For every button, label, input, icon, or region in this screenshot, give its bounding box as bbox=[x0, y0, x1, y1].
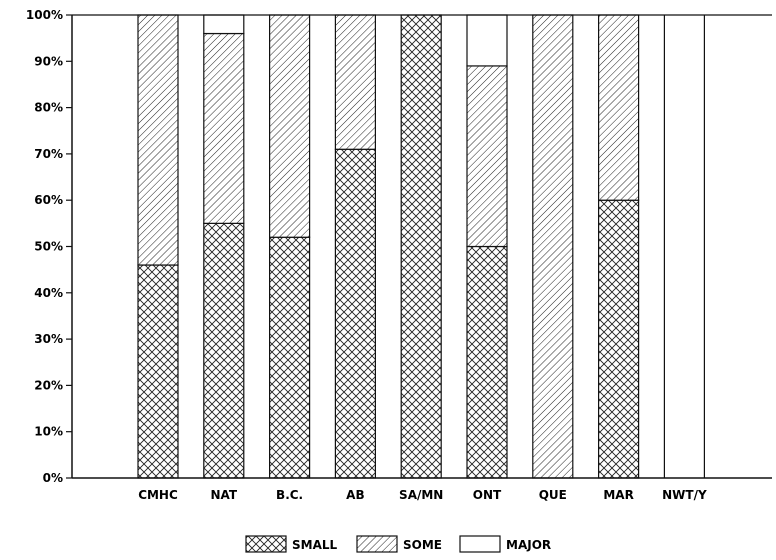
y-tick-label: 90% bbox=[34, 54, 63, 68]
bar-small-ab bbox=[334, 148, 376, 479]
y-tick-label: 100% bbox=[26, 8, 63, 22]
bars-layer bbox=[137, 14, 706, 479]
legend-swatch-small bbox=[245, 535, 287, 553]
y-tick-label: 30% bbox=[34, 332, 63, 346]
x-tick-label: SA/MN bbox=[399, 488, 443, 502]
bar-major-nat bbox=[203, 14, 245, 35]
x-tick-label: NAT bbox=[211, 488, 238, 502]
legend: SMALL SOME MAJOR bbox=[245, 535, 551, 553]
bar-some-que bbox=[532, 14, 574, 479]
bar-some-mar bbox=[597, 14, 640, 201]
bar-some-ont bbox=[466, 65, 508, 248]
bar-some-cmhc bbox=[137, 14, 179, 266]
legend-label-some: SOME bbox=[403, 538, 442, 552]
y-tick-label: 70% bbox=[34, 147, 63, 161]
legend-swatch-major bbox=[459, 535, 501, 553]
y-tick-label: 20% bbox=[34, 378, 63, 392]
x-tick-label: CMHC bbox=[138, 488, 178, 502]
x-tick-label: AB bbox=[346, 488, 364, 502]
bar-small-nat bbox=[203, 222, 245, 479]
y-tick-label: 60% bbox=[34, 193, 63, 207]
y-tick-label: 50% bbox=[34, 240, 63, 254]
legend-label-major: MAJOR bbox=[506, 538, 551, 552]
y-tick-label: 0% bbox=[43, 471, 63, 485]
y-tick-label: 40% bbox=[34, 286, 63, 300]
x-tick-label: QUE bbox=[539, 488, 567, 502]
y-tick-label: 10% bbox=[34, 425, 63, 439]
x-tick-label: ONT bbox=[473, 488, 502, 502]
bar-some-b-c- bbox=[269, 14, 311, 238]
legend-label-small: SMALL bbox=[292, 538, 338, 552]
bar-some-ab bbox=[334, 14, 376, 150]
legend-swatch-some bbox=[356, 535, 398, 553]
bar-small-cmhc bbox=[137, 264, 179, 479]
bar-major-ont bbox=[466, 14, 508, 67]
x-tick-label: B.C. bbox=[276, 488, 303, 502]
bar-small-mar bbox=[597, 199, 640, 479]
bar-small-ont bbox=[466, 245, 508, 479]
x-tick-label: NWT/Y bbox=[662, 488, 707, 502]
x-tick-label: MAR bbox=[603, 488, 633, 502]
bar-some-nat bbox=[203, 32, 245, 224]
axes-layer: CMHC NAT B.C. AB SA/MN ONT QUE MAR NWT/Y 0% 10% 20%… bbox=[26, 8, 772, 502]
bar-small-sa-mn bbox=[400, 14, 442, 479]
y-tick-label: 80% bbox=[34, 101, 63, 115]
bar-small-b-c- bbox=[269, 236, 311, 479]
